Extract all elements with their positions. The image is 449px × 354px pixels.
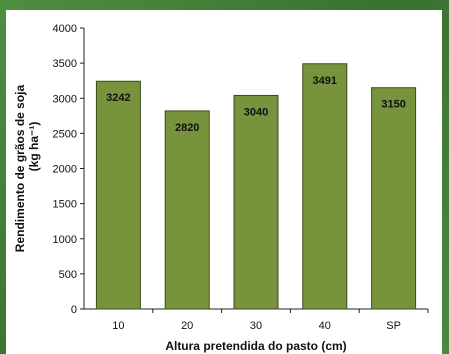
bar-SP <box>371 87 417 310</box>
bar-value-label: 3040 <box>244 106 268 118</box>
chart-panel <box>6 10 442 354</box>
y-tick-label: 1500 <box>53 199 77 211</box>
y-tick-label: 500 <box>59 269 77 281</box>
y-tick-label: 2500 <box>53 128 77 140</box>
bar-30 <box>233 94 279 310</box>
y-tick-label: 1000 <box>53 234 77 246</box>
bar-value-label: 3242 <box>106 92 130 104</box>
x-tick-label: SP <box>386 320 401 332</box>
x-axis-title: Altura pretendida do pasto (cm) <box>165 339 346 353</box>
bar-value-label: 3150 <box>381 99 405 111</box>
y-tick-label: 3500 <box>53 58 77 70</box>
y-axis-title: Rendimento de grãos de soja <box>13 84 27 252</box>
data-labels: 3242 2820 3040 3491 3150 <box>106 75 406 134</box>
y-axis: 0 500 1000 1500 2000 2500 3000 3500 4000 <box>53 23 85 316</box>
y-tick-label: 4000 <box>53 23 77 35</box>
x-tick-label: 30 <box>250 320 262 332</box>
bar-40 <box>302 63 348 310</box>
bar-10 <box>95 80 141 310</box>
x-tick-label: 10 <box>112 320 124 332</box>
bar-value-label: 2820 <box>175 122 199 134</box>
bar-value-label: 3491 <box>313 75 337 87</box>
bar-20 <box>164 110 210 310</box>
x-axis: 10 20 30 40 SP <box>84 308 429 332</box>
y-axis-unit: (kg ha⁻¹) <box>27 122 41 172</box>
bars <box>95 63 417 310</box>
x-tick-label: 20 <box>181 320 193 332</box>
y-tick-label: 2000 <box>53 164 77 176</box>
x-tick-label: 40 <box>319 320 331 332</box>
y-tick-label: 0 <box>71 304 77 316</box>
y-tick-label: 3000 <box>53 93 77 105</box>
